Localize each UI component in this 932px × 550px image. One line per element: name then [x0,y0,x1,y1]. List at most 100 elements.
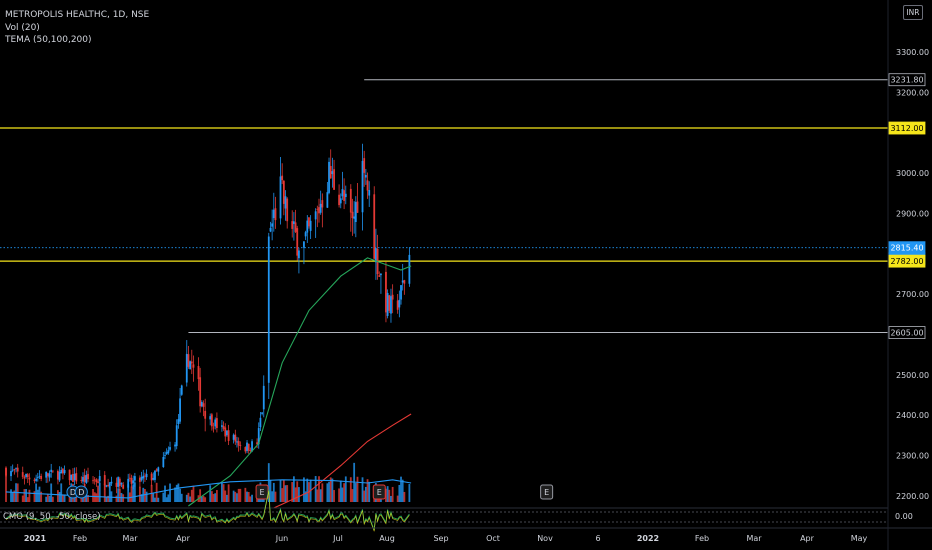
time-tick: May [851,534,868,543]
candle-body [209,416,212,420]
candle-body [189,361,192,370]
volume-bar [75,494,78,502]
candle-body [294,222,297,232]
volume-bar [344,476,347,502]
candle-body [83,475,86,482]
cmo-legend[interactable]: CMO (9, 50, -50, close) [3,512,101,522]
candle-body [165,452,168,455]
candle-body [132,480,135,484]
volume-bar [222,484,225,502]
time-tick: 6 [595,534,600,543]
candle-body [33,479,36,481]
candle-body [271,223,274,227]
candle-body [56,470,59,480]
volume-bar [200,496,203,502]
price-label-text: 3112.00 [890,124,923,133]
volume-bar [210,491,213,502]
candle-body [239,445,242,446]
volume-bar [396,495,399,502]
volume-bar [117,488,120,502]
volume-bar [401,479,404,502]
volume-bar [356,476,359,502]
price-tick: 2500.00 [896,371,929,380]
volume-bar [244,487,247,502]
volume-bar [403,491,406,502]
cmo-axis-tick: 0.00 [895,512,913,521]
candle-body [388,295,391,311]
candle-body [152,478,155,480]
price-axis[interactable]: 3300.00 3200.00 3000.00 2900.00 2700.00 2500.… [887,0,929,550]
candle-body [11,469,14,471]
candle-body [304,232,307,237]
candle-body [75,473,78,482]
candle-body [326,192,329,208]
candle-body [403,280,406,284]
cmo-line-overbought [5,490,410,532]
price-label-box [888,326,926,339]
candle-body [339,198,342,204]
candle-body [108,484,111,486]
candle-body [48,473,51,478]
volume-bar [202,495,205,502]
candle-body [155,469,158,471]
time-axis[interactable]: 2021 Feb Mar Apr Jun Jul Aug Sep Oct Nov 6 2022 Feb M… [24,534,868,543]
volume-bar [339,480,342,502]
volume-bar [185,494,188,502]
candle-body [222,426,225,429]
volume-bar [400,476,402,502]
volume-bar [247,491,250,502]
candle-body [45,471,48,478]
time-tick: Oct [486,534,500,543]
candle-body [110,481,113,484]
tema-legend[interactable]: TEMA (50,100,200) [5,35,92,45]
candle-body [40,475,43,479]
candle-body [133,476,136,481]
time-tick: Apr [800,534,815,543]
candle-body [200,402,203,407]
price-label-box [888,254,926,268]
currency-badge[interactable]: INR [903,5,923,20]
volume-bar [56,490,59,502]
candle-body [80,479,83,481]
price-label-text: 2605.00 [890,329,923,338]
time-tick: Apr [176,534,191,543]
candle-body [247,443,250,451]
volume-bar [38,486,41,502]
candle-body [366,180,369,191]
volume-bar [321,483,324,502]
volume-bar [408,484,411,502]
candle-body [314,211,317,220]
volume-bar [164,485,166,502]
candle-body [145,473,148,478]
volume-bar [333,490,335,502]
candle-body [321,200,324,208]
symbol-title[interactable]: METROPOLIS HEALTHC, 1D, NSE [5,10,150,20]
candle-body [291,221,294,229]
time-tick: Mar [122,534,138,543]
volume-bar [385,488,387,502]
time-tick: Sep [433,534,448,543]
candle-body [281,175,284,181]
candle-body [36,477,39,478]
volume-bar [118,489,121,502]
candle-body [164,455,166,456]
candle-body [296,228,299,256]
volume-bar [286,485,289,502]
volume-bar [212,494,215,502]
candle-body [234,434,237,442]
volume-bar [391,486,394,502]
candle-body [107,485,110,487]
candle-body [318,207,320,214]
time-tick: Aug [379,534,395,543]
earnings-marker [372,484,386,500]
volume-bar [62,494,64,502]
volume-bar [87,495,89,502]
volume-legend[interactable]: Vol (20) [5,22,40,33]
candle-body [257,428,260,445]
candle-body [331,171,334,175]
volume-bar [25,489,27,502]
volume-bar [11,492,14,502]
volume-bar [152,493,155,502]
volume-bar [189,496,192,502]
